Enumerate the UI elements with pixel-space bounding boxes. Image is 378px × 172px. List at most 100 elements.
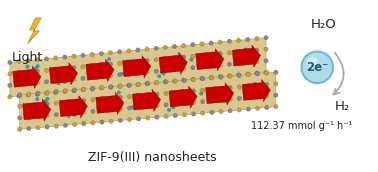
Circle shape bbox=[44, 57, 49, 61]
Circle shape bbox=[63, 89, 68, 93]
Circle shape bbox=[35, 92, 39, 96]
Circle shape bbox=[191, 43, 195, 47]
Circle shape bbox=[181, 55, 186, 59]
Circle shape bbox=[36, 114, 40, 118]
Circle shape bbox=[236, 61, 241, 66]
Circle shape bbox=[72, 54, 76, 58]
Circle shape bbox=[127, 72, 131, 76]
Circle shape bbox=[72, 77, 76, 81]
Circle shape bbox=[227, 74, 232, 78]
Circle shape bbox=[228, 109, 232, 113]
Text: ZIF-9(III) nanosheets: ZIF-9(III) nanosheets bbox=[88, 151, 217, 164]
Circle shape bbox=[182, 78, 186, 82]
Circle shape bbox=[35, 80, 39, 85]
Circle shape bbox=[63, 123, 68, 127]
Circle shape bbox=[274, 93, 278, 97]
Circle shape bbox=[169, 92, 173, 95]
FancyArrow shape bbox=[206, 83, 234, 105]
Circle shape bbox=[44, 68, 49, 73]
Circle shape bbox=[99, 63, 104, 67]
Circle shape bbox=[44, 99, 48, 103]
Circle shape bbox=[53, 90, 58, 95]
Circle shape bbox=[246, 49, 250, 53]
Circle shape bbox=[237, 108, 242, 112]
Circle shape bbox=[45, 113, 49, 118]
Circle shape bbox=[236, 73, 241, 77]
Circle shape bbox=[45, 102, 49, 106]
Circle shape bbox=[17, 104, 22, 109]
Circle shape bbox=[210, 99, 214, 103]
Circle shape bbox=[256, 95, 260, 99]
Circle shape bbox=[99, 74, 104, 79]
Circle shape bbox=[130, 105, 134, 109]
Circle shape bbox=[182, 113, 186, 117]
Circle shape bbox=[209, 75, 213, 80]
Circle shape bbox=[162, 72, 166, 75]
Text: 2e⁻: 2e⁻ bbox=[306, 61, 328, 74]
Circle shape bbox=[228, 97, 232, 101]
Circle shape bbox=[264, 70, 268, 74]
FancyArrow shape bbox=[86, 59, 114, 81]
Circle shape bbox=[17, 71, 21, 75]
Circle shape bbox=[118, 118, 122, 123]
Circle shape bbox=[209, 64, 213, 68]
Circle shape bbox=[127, 83, 132, 87]
Circle shape bbox=[160, 58, 163, 62]
Circle shape bbox=[108, 85, 113, 89]
Circle shape bbox=[8, 83, 12, 88]
Circle shape bbox=[219, 98, 223, 102]
Circle shape bbox=[127, 106, 132, 110]
Circle shape bbox=[8, 60, 12, 64]
Circle shape bbox=[191, 100, 196, 105]
Circle shape bbox=[81, 76, 85, 80]
Circle shape bbox=[109, 119, 113, 123]
Circle shape bbox=[136, 48, 140, 52]
Circle shape bbox=[118, 84, 122, 88]
Circle shape bbox=[172, 67, 177, 72]
Circle shape bbox=[164, 80, 168, 84]
Circle shape bbox=[172, 56, 177, 60]
Circle shape bbox=[82, 110, 86, 114]
Circle shape bbox=[172, 105, 175, 109]
Circle shape bbox=[53, 79, 58, 83]
FancyArrow shape bbox=[122, 56, 151, 78]
Circle shape bbox=[155, 80, 159, 85]
Circle shape bbox=[45, 125, 49, 129]
Circle shape bbox=[81, 88, 85, 92]
Circle shape bbox=[44, 91, 49, 95]
Circle shape bbox=[26, 93, 30, 97]
Circle shape bbox=[35, 69, 39, 73]
Circle shape bbox=[200, 77, 205, 81]
Circle shape bbox=[154, 81, 158, 85]
Circle shape bbox=[34, 66, 38, 70]
FancyArrow shape bbox=[159, 52, 187, 74]
Circle shape bbox=[164, 103, 168, 107]
Circle shape bbox=[26, 70, 30, 74]
Circle shape bbox=[136, 71, 140, 75]
Circle shape bbox=[219, 86, 223, 91]
Circle shape bbox=[155, 92, 159, 96]
Circle shape bbox=[63, 100, 68, 104]
Circle shape bbox=[164, 91, 168, 96]
Circle shape bbox=[181, 44, 186, 48]
Circle shape bbox=[126, 60, 130, 63]
Circle shape bbox=[81, 65, 85, 69]
Circle shape bbox=[243, 48, 247, 51]
Circle shape bbox=[173, 90, 177, 95]
Circle shape bbox=[255, 59, 259, 64]
Circle shape bbox=[107, 57, 111, 61]
Circle shape bbox=[27, 92, 31, 96]
Circle shape bbox=[227, 62, 232, 66]
Circle shape bbox=[145, 70, 149, 74]
Circle shape bbox=[127, 117, 132, 122]
Circle shape bbox=[302, 52, 333, 83]
Circle shape bbox=[109, 85, 113, 89]
Circle shape bbox=[237, 85, 242, 89]
Circle shape bbox=[63, 78, 67, 82]
Circle shape bbox=[54, 89, 59, 94]
Circle shape bbox=[88, 73, 92, 77]
Circle shape bbox=[191, 66, 195, 70]
Circle shape bbox=[17, 94, 21, 98]
Circle shape bbox=[91, 121, 95, 125]
Circle shape bbox=[99, 86, 104, 90]
